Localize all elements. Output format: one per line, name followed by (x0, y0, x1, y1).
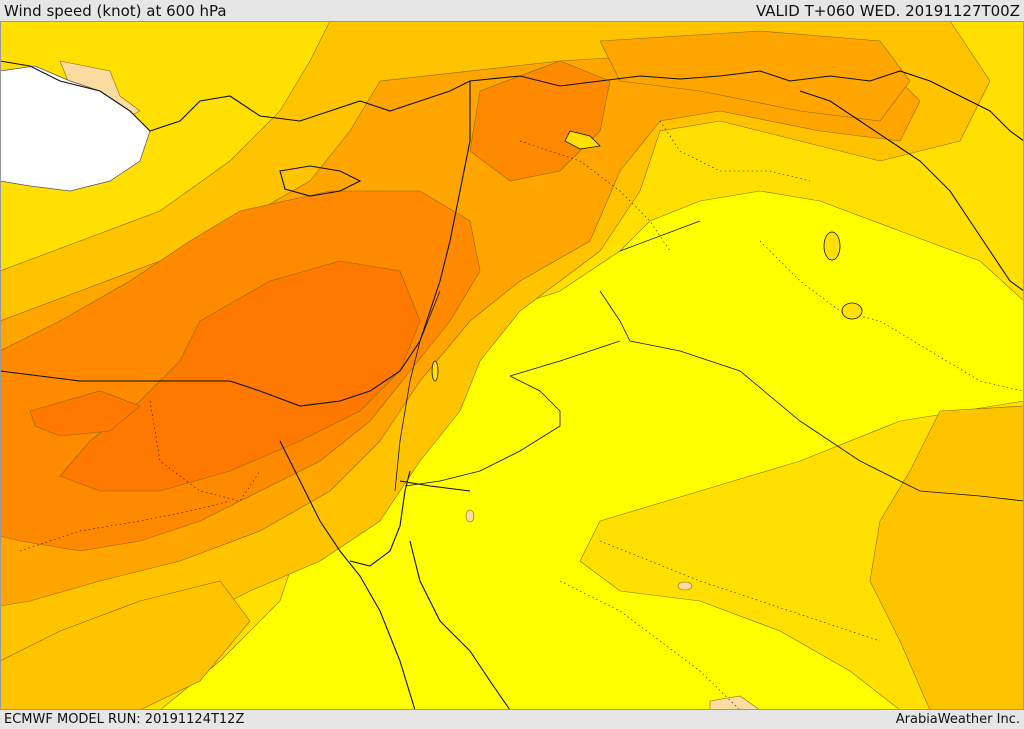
level2-southeast-patch (869, 405, 1024, 710)
lakes (431, 130, 863, 382)
model-run: ECMWF MODEL RUN: 20191124T12Z (4, 712, 245, 727)
national-borders (394, 220, 1024, 502)
level3-north-ridge (599, 30, 911, 122)
highlight-small-patch (465, 509, 475, 523)
highlight-small-patch (677, 581, 693, 591)
valid-time: VALID T+060 WED. 20191127T00Z (755, 2, 1020, 20)
coastlines (0, 60, 1024, 710)
wind-speed-map (0, 21, 1024, 710)
highlight-southeast (709, 695, 761, 710)
level5-west-lobe (29, 390, 141, 437)
map-title: Wind speed (knot) at 600 hPa (4, 2, 227, 20)
level2-southwest-patch (0, 580, 251, 710)
level4-north-core (469, 60, 611, 182)
no-data-region (0, 65, 151, 192)
credit: ArabiaWeather Inc. (895, 712, 1020, 727)
